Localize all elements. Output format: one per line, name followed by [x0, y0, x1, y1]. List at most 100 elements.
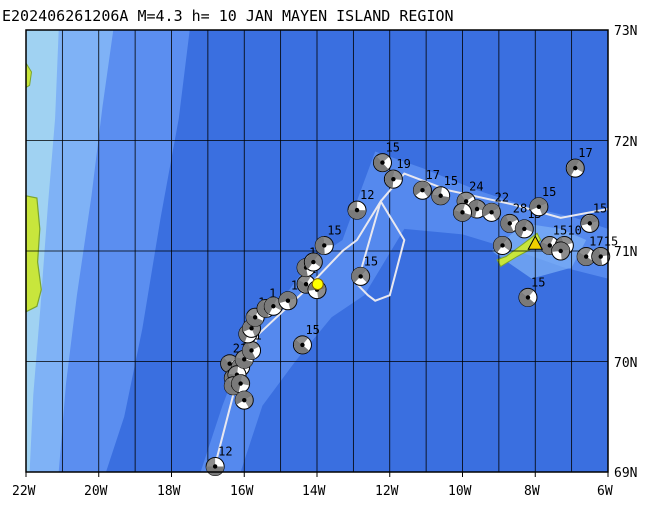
beachball-center: [547, 243, 552, 248]
lon-label-18w: 18W: [157, 484, 181, 499]
greenland-coast: [25, 195, 42, 313]
beachball-compression: [206, 466, 225, 476]
beachball-quadrant: [502, 238, 512, 251]
beachball-quadrant: [323, 236, 334, 246]
beachball-compression: [529, 197, 548, 211]
focal-mechanism-28: 15: [431, 174, 458, 206]
beachball-compression: [431, 194, 450, 205]
beachball-compression: [315, 236, 325, 255]
focal-mechanism-23: 15: [351, 254, 378, 286]
beachball-compression: [235, 356, 253, 369]
mechanism-depth-label: 15: [542, 185, 556, 199]
beachball-center: [474, 206, 480, 212]
beachball-center: [271, 304, 276, 309]
focal-mechanism-39: 15: [580, 201, 607, 233]
mechanism-depth-label: 1: [269, 286, 276, 300]
beachball-compression: [551, 242, 570, 252]
lon-label-12w: 12W: [375, 484, 399, 499]
focal-mechanism-16: 12: [278, 279, 305, 311]
beachball-quadrant: [560, 250, 570, 260]
focal-mechanism-1: 12: [205, 444, 233, 476]
beachball-quadrant: [422, 184, 432, 198]
beachball-quadrant: [453, 203, 466, 213]
beachball-quadrant: [317, 288, 326, 299]
mechanism-depth-label: 15: [327, 223, 341, 237]
beachball-center: [558, 248, 563, 254]
focal-mechanism-38: 17: [565, 146, 593, 178]
beachball-center: [489, 210, 494, 215]
focal-mechanism-42: [493, 235, 513, 255]
beachball-quadrant: [206, 457, 216, 467]
lat-label-69n: 69N: [614, 466, 637, 481]
beachball-quadrant: [223, 354, 237, 364]
mechanism-depth-label: 22: [495, 190, 509, 204]
beachball-center: [536, 204, 542, 209]
beachball-center: [322, 243, 327, 248]
beachball-center: [358, 274, 363, 279]
beachball-center: [583, 254, 589, 259]
beachball-center: [249, 326, 254, 331]
mechanism-depth-label: 15: [305, 323, 319, 337]
beachball-center: [463, 199, 469, 204]
beachball-compression: [231, 374, 243, 393]
mechanism-depth-label: 17: [425, 168, 439, 182]
beachball-compression: [592, 247, 603, 266]
epicenter-star-icon: [311, 278, 324, 291]
beachball-center: [420, 188, 425, 193]
mechanism-depth-label: 15: [364, 254, 378, 268]
lon-label-10w: 10W: [448, 484, 472, 499]
beachball-quadrant: [244, 395, 254, 408]
beachball-center: [212, 464, 218, 469]
mechanism-depth-label: 15: [444, 174, 458, 188]
mechanism-depth-label: 15: [593, 201, 607, 215]
beachball-center: [391, 176, 396, 182]
focal-mechanism-8: [234, 390, 254, 410]
beachball-quadrant: [240, 374, 250, 386]
focal-mechanism-10: 1: [242, 328, 262, 360]
beachball-compression: [500, 215, 514, 233]
mechanism-depth-label: 1: [255, 328, 262, 342]
beachball-compression: [453, 209, 472, 222]
beachball-center: [311, 259, 316, 265]
focal-mechanism-24: 12: [347, 188, 374, 220]
jan-mayen-island: [496, 232, 542, 268]
beachball-center: [460, 210, 465, 215]
beachball-quadrant: [521, 288, 534, 298]
beachball-center: [598, 254, 603, 259]
beachball-quadrant: [461, 192, 474, 202]
beachball-quadrant: [313, 254, 323, 268]
beachball-compression: [235, 391, 252, 405]
focal-mechanism-25: 15: [372, 141, 400, 173]
beachball-center: [354, 207, 360, 213]
beachball-quadrant: [246, 308, 259, 318]
mechanism-depth-label: 28: [513, 201, 527, 215]
focal-mechanism-44: 15: [518, 275, 545, 307]
mechanism-depth-label: 15: [385, 141, 399, 155]
beachball-quadrant: [228, 365, 239, 375]
beachball-center: [252, 315, 258, 320]
focal-mechanism-32: [453, 202, 472, 222]
beachball-quadrant: [251, 324, 261, 337]
beachball-quadrant: [376, 153, 390, 163]
mechanism-depth-label: 19: [396, 157, 410, 171]
lon-label-22w: 22W: [12, 484, 36, 499]
beachball-center: [285, 298, 291, 303]
focal-mechanism-21: 15: [292, 323, 320, 355]
beachball-center: [238, 381, 243, 386]
mechanism-depth-label: 17: [578, 146, 592, 160]
beachball-quadrant: [348, 201, 358, 211]
beachball-center: [300, 342, 305, 348]
mechanism-depth-label: 12: [218, 444, 232, 458]
lat-label-73n: 73N: [614, 24, 637, 39]
beachball-center: [242, 357, 247, 362]
map-title: E202406261206A M=4.3 h= 10 JAN MAYEN ISL…: [2, 7, 454, 25]
beachball-center: [438, 193, 443, 198]
beachball-quadrant: [589, 221, 599, 233]
mechanism-depth-label: 10: [567, 223, 581, 237]
markers: [311, 235, 544, 291]
lat-label-70n: 70N: [614, 356, 637, 371]
focal-mechanism-22: 15: [314, 223, 342, 255]
beachball-compression: [278, 291, 297, 304]
